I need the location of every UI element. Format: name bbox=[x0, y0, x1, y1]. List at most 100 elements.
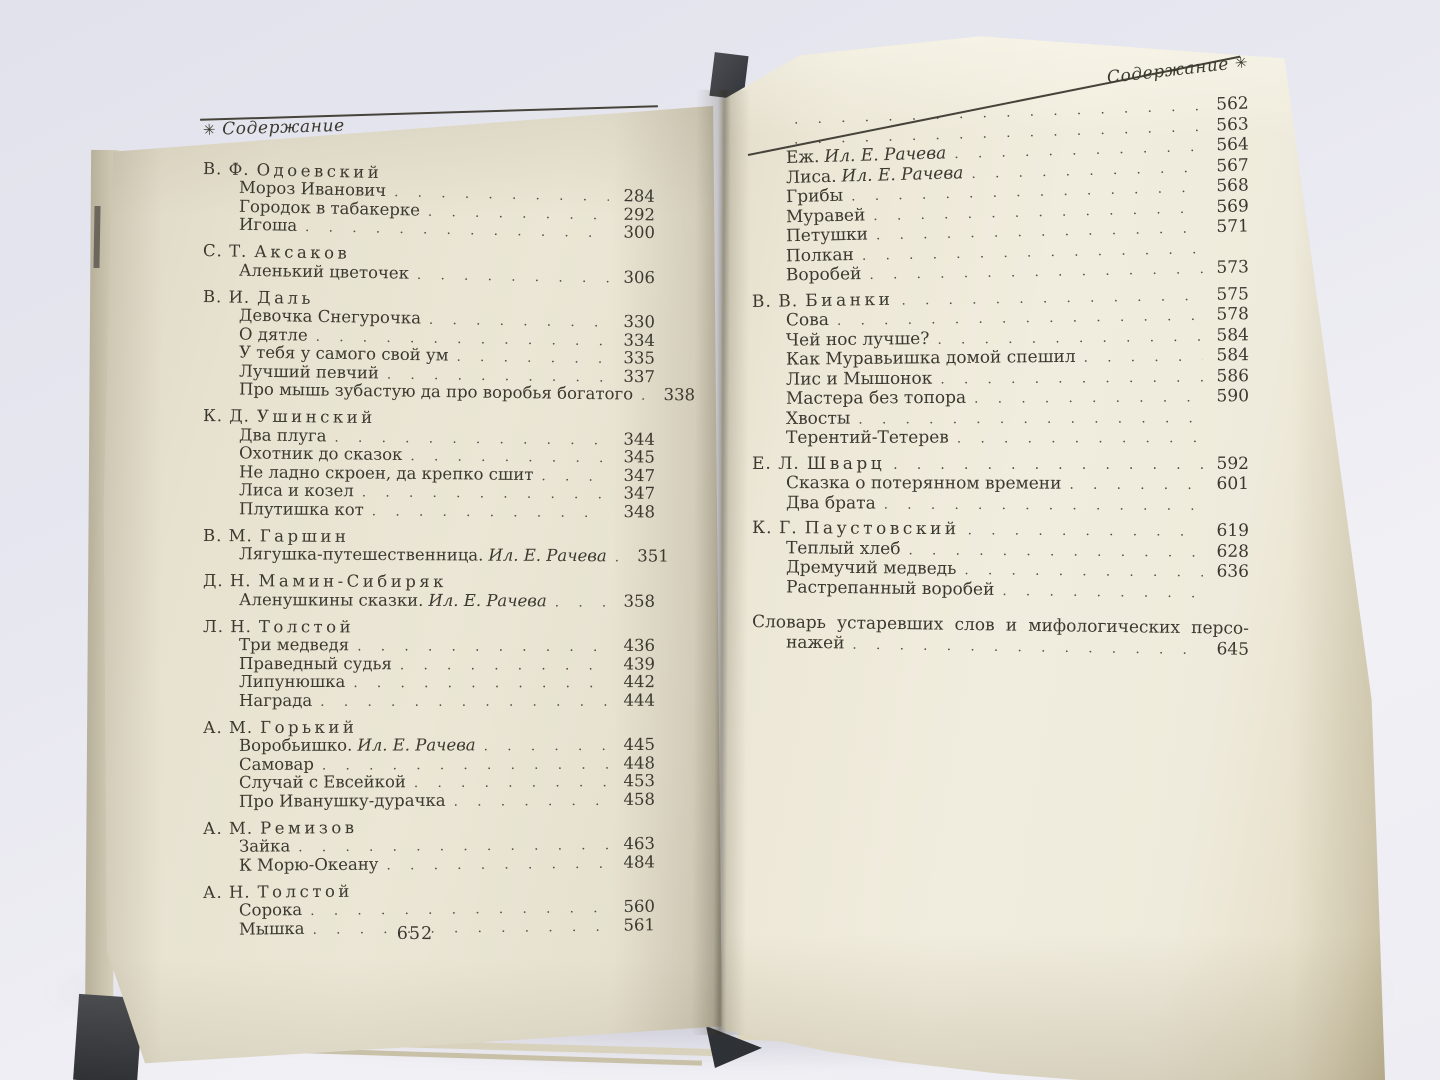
page-number: 453 bbox=[623, 771, 656, 791]
author-initials: С. Т. bbox=[202, 241, 248, 261]
author-surname: Шварц bbox=[806, 453, 886, 474]
dot-leader: . . . . . . . . . . . . . . . . . . . . … bbox=[858, 409, 1203, 428]
dot-leader: . . . . . . . . . . . . . . . . . . . . … bbox=[940, 369, 1204, 388]
author-initials: В. И. bbox=[202, 286, 251, 307]
dot-leader: . . . . . . . . . . . . . . . . . . . . … bbox=[1069, 476, 1203, 493]
cover-edge-mark bbox=[93, 205, 101, 269]
dot-leader: . . . . . . . . . . . . . . . . . . . . … bbox=[554, 593, 610, 611]
dot-leader: . . . . . . . . . . . . . . . . . . . . … bbox=[869, 261, 1204, 283]
right-toc-list: . . . . . . . . . . . . . . . . . . . . … bbox=[752, 94, 1250, 660]
toc-item-row: Награда . . . . . . . . . . . . . . . . .… bbox=[203, 690, 655, 709]
dot-leader: . . . . . . . . . . . . . . . . . . . . … bbox=[453, 792, 609, 810]
author-surname: Паустовский bbox=[804, 518, 960, 540]
toc-item-row: Три медведя . . . . . . . . . . . . . . .… bbox=[203, 635, 656, 655]
dot-leader: . . . . . . . . . . . . . . . . . . . . … bbox=[964, 562, 1204, 581]
author-initials: А. М. bbox=[202, 818, 254, 838]
page-number: 358 bbox=[623, 591, 656, 611]
author-surname: Толстой bbox=[258, 616, 355, 636]
page-number: 448 bbox=[623, 753, 656, 773]
author-surname: Гаршин bbox=[259, 525, 350, 546]
toc-title: Мастера без топора bbox=[785, 387, 967, 409]
toc-item-row: Мастера без топора . . . . . . . . . . . … bbox=[752, 386, 1250, 409]
page-number: 628 bbox=[1216, 541, 1250, 562]
dot-leader: . . . . . . . . . . . . . . . . . . . . … bbox=[937, 328, 1204, 348]
author-initials: В. М. bbox=[202, 525, 253, 545]
dot-leader: . . . . . . . . . . . . . . . . . . . . … bbox=[974, 389, 1203, 407]
toc-title: Растрепанный воробей bbox=[785, 576, 995, 600]
dot-leader: . . . . . . . . . . . . . . . . . . . . … bbox=[883, 496, 1203, 514]
toc-title: Три медведя bbox=[238, 635, 350, 655]
toc-title: Полкан bbox=[785, 244, 855, 266]
toc-title: Игоша bbox=[238, 214, 298, 235]
toc-title: Случай с Евсейкой bbox=[238, 772, 406, 792]
toc-title: Аленушкины сказки. Ил. Е. Рачева bbox=[238, 589, 547, 610]
author-initials: Л. Н. bbox=[202, 616, 252, 636]
page-number: 436 bbox=[623, 635, 656, 655]
dot-leader: . . . . . . . . . . . . . . . . . . . . … bbox=[483, 738, 610, 755]
toc-title: Мышка bbox=[238, 918, 305, 939]
page-number bbox=[1207, 252, 1249, 253]
page-number: 334 bbox=[623, 330, 656, 350]
toc-item-row: Лягушка-путешественница.Ил. Е. Рачева . .… bbox=[203, 544, 669, 566]
toc-title: Лис и Мышонок bbox=[785, 368, 933, 390]
toc-item-row: Сказка о потерянном времени . . . . . . .… bbox=[752, 473, 1249, 494]
toc-author-row: Е. Л. Шварц . . . . . . . . . . . . . . . … bbox=[752, 454, 1249, 474]
illustrator-note: Ил. Е. Рачева bbox=[357, 735, 476, 755]
page-number: 592 bbox=[1216, 453, 1249, 474]
page-number: 645 bbox=[1216, 638, 1250, 660]
toc-title: Грибы bbox=[785, 185, 844, 208]
dot-leader: . . . . . . . . . . . . . . . . . . . . … bbox=[893, 456, 1203, 473]
page-number: 344 bbox=[623, 429, 656, 449]
toc-title: Как Муравьишка домой спешил bbox=[785, 346, 1076, 370]
toc-title: Воробьишко. Ил. Е. Рачева bbox=[238, 735, 476, 755]
author-surname: Мамин-Сибиряк bbox=[258, 571, 448, 592]
dot-leader: . . . . . . . . . . . . . . . . . . . . … bbox=[614, 549, 623, 566]
dot-leader: . . . . . . . . . . . . . . . . . . . . … bbox=[312, 918, 609, 938]
page-number: 562 bbox=[1215, 93, 1250, 115]
page-number: 284 bbox=[623, 186, 656, 206]
dot-leader: . . . . . . . . . . . . . . . . . . . . … bbox=[640, 387, 650, 404]
left-page-header: ✳ Содержание bbox=[203, 116, 345, 140]
page-number: 561 bbox=[623, 914, 656, 935]
page-number: 445 bbox=[623, 734, 656, 754]
toc-title: О дятле bbox=[238, 324, 308, 345]
author-surname: Толстой bbox=[257, 881, 353, 902]
header-title: Содержание bbox=[221, 115, 346, 140]
page-number: 578 bbox=[1216, 304, 1250, 325]
toc-title bbox=[752, 143, 786, 144]
toc-title: Праведный судья bbox=[238, 653, 392, 673]
toc-item-row: Лис и Мышонок . . . . . . . . . . . . . .… bbox=[752, 366, 1249, 390]
toc-title: Лиса и козел bbox=[238, 480, 354, 501]
toc-item-row: Аленушкины сказки.Ил. Е. Рачева . . . . .… bbox=[203, 589, 656, 611]
page-number: 590 bbox=[1216, 386, 1250, 407]
dot-leader: . . . . . . . . . . . . . . . . . . . . … bbox=[908, 541, 1204, 561]
dot-leader: . . . . . . . . . . . . . . . . . . . . … bbox=[413, 774, 610, 792]
author-initials: В. Ф. bbox=[202, 158, 250, 179]
toc-author-row: Л. Н. Толстой bbox=[203, 617, 655, 637]
dot-leader: . . . . . . . . . . . . . . . . . . . . … bbox=[357, 638, 609, 655]
page-number: 636 bbox=[1216, 561, 1250, 582]
page-number: 571 bbox=[1216, 216, 1250, 238]
toc-title: К Морю-Океану bbox=[238, 854, 379, 875]
author-initials: А. М. bbox=[202, 717, 254, 737]
page-number: 439 bbox=[623, 654, 656, 674]
toc-item-row: К Морю-Океану . . . . . . . . . . . . . .… bbox=[203, 852, 655, 874]
page-number: 345 bbox=[623, 447, 656, 467]
author-initials: К. Д. bbox=[202, 406, 251, 426]
dot-leader: . . . . . . . . . . . . . . . . . . . . … bbox=[304, 219, 609, 241]
page-number: 484 bbox=[623, 851, 656, 872]
toc-title: Сказка о потерянном времени bbox=[785, 473, 1062, 494]
page-number: 300 bbox=[623, 222, 656, 243]
left-page bbox=[103, 105, 722, 1064]
toc-title: Сорока bbox=[238, 900, 303, 920]
toc-title bbox=[752, 124, 786, 125]
author-initials: А. Н. bbox=[202, 882, 251, 902]
toc-item-row: Воробьишко.Ил. Е. Рачева . . . . . . . . … bbox=[203, 735, 655, 755]
dot-leader: . . . . . . . . . . . . . . . . . . . . … bbox=[353, 675, 609, 692]
toc-title: Хвосты bbox=[785, 408, 851, 429]
page-number: 347 bbox=[623, 465, 656, 485]
page-number: 619 bbox=[1216, 520, 1250, 541]
toc-title: Про Иванушку-дурачка bbox=[238, 790, 446, 811]
page-number: 351 bbox=[637, 546, 669, 566]
page-number: 584 bbox=[1216, 345, 1250, 366]
